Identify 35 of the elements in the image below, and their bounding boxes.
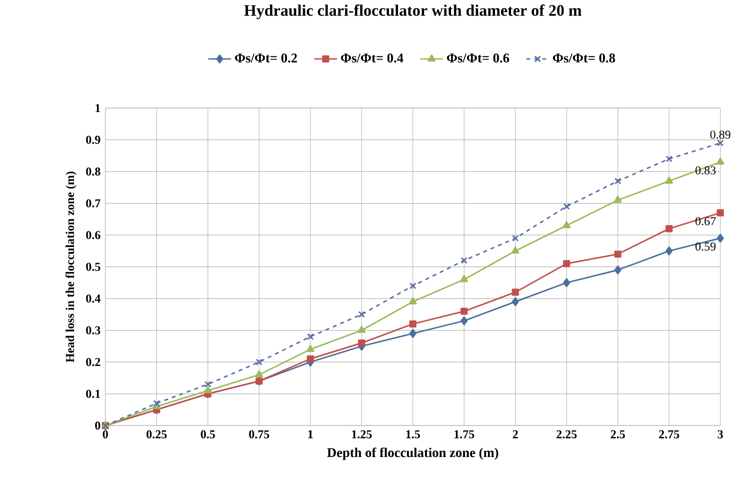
x-tick-label: 2.25 — [556, 430, 577, 439]
y-tick-label: 0.5 — [86, 262, 100, 272]
x-tick-label: 0 — [102, 430, 108, 439]
data-label: 0.59 — [696, 242, 716, 251]
x-tick-label: 1.5 — [406, 430, 420, 439]
data-label: 0.83 — [696, 166, 716, 175]
x-tick-label: 2.75 — [659, 430, 680, 439]
x-tick-label: 1.25 — [352, 430, 372, 439]
data-label: 0.67 — [696, 217, 716, 226]
x-tick-label: 2.5 — [610, 430, 625, 439]
x-tick-label: 0.5 — [200, 430, 215, 439]
x-tick-label: 2 — [512, 430, 518, 438]
x-tick-label: 0.25 — [146, 430, 167, 439]
y-tick-label: 0.2 — [86, 358, 100, 366]
y-tick-label: 0.7 — [86, 199, 100, 208]
legend-label: Φs/Φt= 0.6 — [446, 54, 510, 63]
y-tick-label: 0 — [95, 422, 100, 430]
x-tick-label: 1.75 — [454, 430, 474, 439]
y-tick-label: 1 — [96, 104, 100, 112]
y-tick-label: 0.4 — [86, 294, 100, 303]
x-tick-label: 3 — [718, 430, 723, 439]
legend-label: Φs/Φt= 0.2 — [234, 54, 297, 63]
legend-label: Φs/Φt= 0.4 — [340, 54, 404, 63]
y-tick-label: 0.6 — [86, 231, 100, 240]
y-tick-label: 0.8 — [86, 168, 100, 176]
y-tick-label: 0.1 — [86, 390, 100, 398]
x-tick-label: 1 — [308, 430, 313, 438]
data-label: 0.89 — [710, 130, 730, 139]
legend-label: Φs/Φt= 0.8 — [552, 54, 616, 63]
x-axis-title: Depth of flocculation zone (m) — [327, 448, 498, 460]
y-tick-label: 0.3 — [86, 326, 100, 335]
y-tick-label: 0.9 — [86, 136, 100, 144]
x-tick-label: 0.75 — [249, 430, 270, 439]
y-axis-title: Head loss in the flocculation zone (m) — [66, 172, 77, 363]
chart-title: Hydraulic clari-flocculator with diameter of 20 m — [244, 4, 582, 20]
